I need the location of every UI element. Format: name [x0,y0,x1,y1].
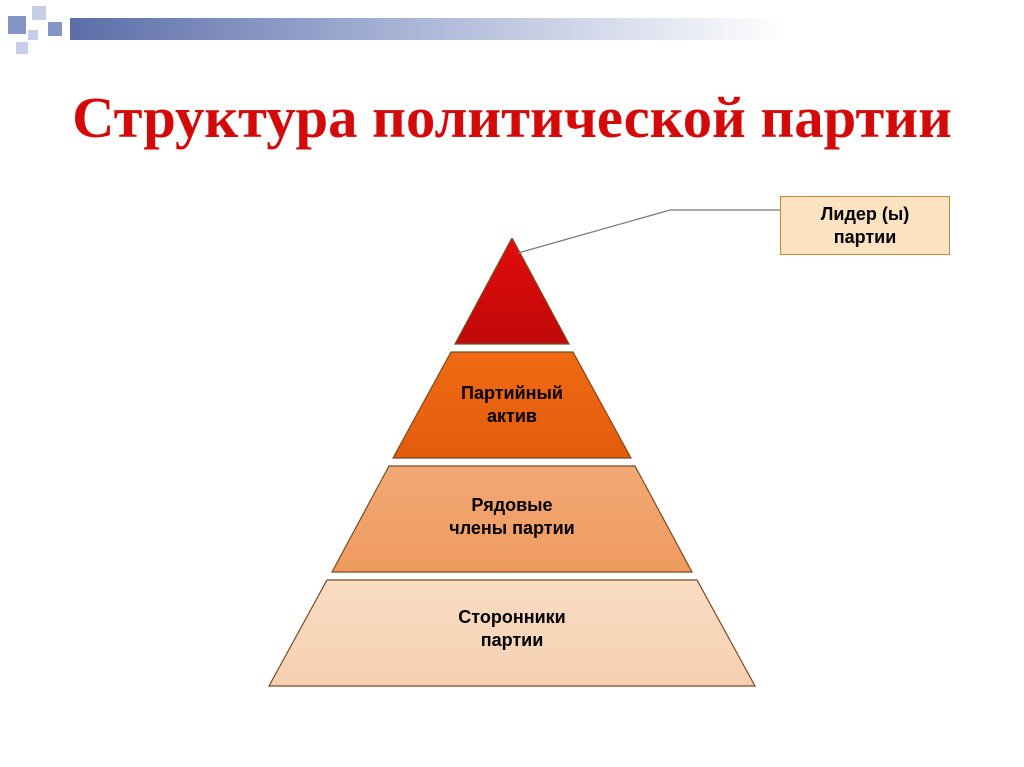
tier-label-members: Рядовые члены партии [382,494,642,539]
title-text: Структура политической партии [72,85,952,150]
callout-leader: Лидер (ы) партии [780,196,950,255]
page-title: Структура политической партии [0,87,1024,149]
title-underline-gradient [70,18,1024,40]
tier-label-supporters: Сторонники партии [382,606,642,651]
pyramid-tier-leader [455,238,569,344]
tier-label-aktiv: Партийный актив [412,382,612,427]
pyramid-diagram: Партийный актив Рядовые члены партии Сто… [262,238,762,698]
